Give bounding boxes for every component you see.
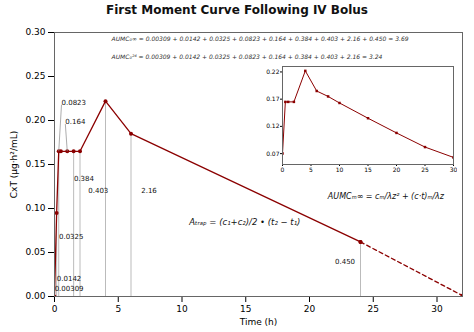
svg-text:10: 10 (176, 304, 188, 314)
svg-text:0.450: 0.450 (335, 258, 355, 266)
svg-text:5: 5 (115, 304, 121, 314)
svg-text:0.17: 0.17 (266, 95, 280, 102)
svg-text:Aₜᵣₐₚ = (c₁+c₂)/2 • (t₂ − t₁): Aₜᵣₐₚ = (c₁+c₂)/2 • (t₂ − t₁) (188, 217, 300, 227)
svg-text:2.16: 2.16 (141, 187, 157, 195)
svg-text:0.22: 0.22 (266, 68, 280, 75)
svg-text:0.384: 0.384 (74, 175, 95, 183)
svg-text:0.25: 0.25 (25, 71, 45, 81)
svg-text:AUMCₘ∞ = cₘ/λz² + (c·t)ₘ/λz: AUMCₘ∞ = cₘ/λz² + (c·t)ₘ/λz (327, 192, 445, 201)
html-text:First Moment Curve Following I: First Moment Curve Following IV Bolus (106, 3, 368, 17)
svg-text:10: 10 (336, 166, 344, 173)
svg-text:0.12: 0.12 (266, 122, 280, 129)
svg-text:0.0823: 0.0823 (62, 99, 86, 107)
svg-text:5: 5 (309, 166, 313, 173)
svg-text:0.07: 0.07 (266, 150, 280, 157)
svg-text:AUMC₀²⁴ = 0.00309 + 0.0142 + 0: AUMC₀²⁴ = 0.00309 + 0.0142 + 0.0325 + 0.… (111, 53, 383, 60)
svg-text:0.403: 0.403 (88, 187, 108, 195)
svg-text:0: 0 (52, 304, 58, 314)
svg-text:Time (h): Time (h) (239, 317, 278, 327)
svg-text:0.15: 0.15 (25, 159, 45, 169)
svg-text:0.00: 0.00 (25, 291, 45, 301)
svg-text:0.05: 0.05 (25, 247, 45, 257)
svg-text:15: 15 (240, 304, 251, 314)
svg-text:0.164: 0.164 (65, 118, 86, 126)
svg-text:20: 20 (393, 166, 401, 173)
svg-text:30: 30 (450, 166, 457, 173)
svg-text:15: 15 (364, 166, 372, 173)
svg-text:AUMC₀∞ = 0.00309 + 0.0142 + 0.: AUMC₀∞ = 0.00309 + 0.0142 + 0.0325 + 0.0… (111, 35, 409, 42)
svg-text:0.00309: 0.00309 (55, 285, 84, 293)
svg-text:25: 25 (368, 304, 379, 314)
svg-text:25: 25 (421, 166, 429, 173)
svg-text:20: 20 (304, 304, 316, 314)
svg-text:0.0325: 0.0325 (59, 233, 84, 241)
svg-text:0.30: 0.30 (25, 27, 45, 37)
svg-text:CxT (μg·h²/mL): CxT (μg·h²/mL) (9, 131, 19, 198)
svg-text:0.20: 0.20 (25, 115, 45, 125)
svg-text:0: 0 (281, 166, 285, 173)
svg-text:0.0142: 0.0142 (57, 275, 82, 283)
svg-text:30: 30 (431, 304, 443, 314)
svg-text:0.10: 0.10 (25, 203, 45, 213)
